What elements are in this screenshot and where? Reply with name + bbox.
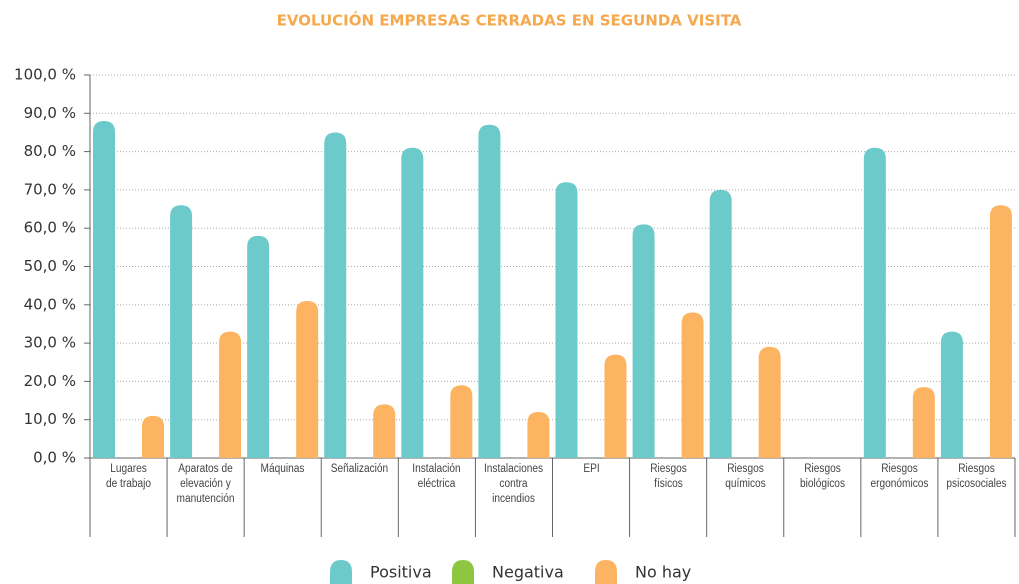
x-tick-label: Riesgos físicos <box>649 463 687 490</box>
x-tick-label: Señalización <box>331 463 389 475</box>
legend-swatch <box>330 560 352 584</box>
y-tick-label: 10,0 % <box>24 410 76 428</box>
y-tick-label: 20,0 % <box>24 372 76 390</box>
bar <box>940 331 963 458</box>
bar <box>93 120 115 459</box>
legend-label: Positiva <box>370 563 432 582</box>
bar <box>247 235 270 458</box>
bar <box>170 205 193 458</box>
bar <box>604 354 627 458</box>
y-tick-label: 90,0 % <box>24 104 76 122</box>
bar <box>709 189 732 458</box>
x-tick-label: Riesgos biológicos <box>799 463 845 490</box>
y-tick-label: 60,0 % <box>24 219 76 237</box>
x-tick-label: Riesgos químicos <box>724 463 766 490</box>
bar <box>450 385 473 458</box>
y-tick-label: 40,0 % <box>24 295 76 313</box>
bar <box>219 331 242 458</box>
x-tick-label: EPI <box>582 463 600 475</box>
y-tick-label: 70,0 % <box>24 180 76 198</box>
bar <box>681 312 704 458</box>
y-tick-label: 50,0 % <box>24 257 76 275</box>
y-tick-label: 100,0 % <box>14 66 76 84</box>
y-tick-label: 0,0 % <box>33 449 76 467</box>
bar <box>632 224 655 458</box>
x-tick-label: Lugares de trabajo <box>105 463 152 490</box>
bar <box>401 147 424 458</box>
x-tick-label: Instalaciones contra incendios <box>484 463 544 505</box>
bar <box>142 415 164 458</box>
x-tick-label: Máquinas <box>260 463 305 475</box>
bar <box>758 346 781 458</box>
bar <box>296 300 319 458</box>
legend-swatch <box>452 560 474 584</box>
bar <box>912 387 935 458</box>
legend-swatch <box>595 560 617 584</box>
bar <box>324 132 347 458</box>
legend-label: Negativa <box>492 563 564 582</box>
y-tick-label: 30,0 % <box>24 334 76 352</box>
legend-label: No hay <box>635 563 691 582</box>
bar <box>478 124 501 458</box>
bar <box>527 412 550 458</box>
x-tick-label: Instalación eléctrica <box>412 463 462 490</box>
x-tick-label: Riesgos psicosociales <box>946 463 1007 490</box>
bar <box>989 205 1012 458</box>
x-tick-label: Aparatos de elevación y manutención <box>176 463 235 505</box>
bar <box>555 182 578 459</box>
chart-title: EVOLUCIÓN EMPRESAS CERRADAS EN SEGUNDA V… <box>277 11 742 30</box>
x-tick-label: Riesgos ergonómicos <box>870 463 929 490</box>
y-tick-label: 80,0 % <box>24 142 76 160</box>
bar <box>373 404 396 458</box>
bar <box>863 147 886 458</box>
